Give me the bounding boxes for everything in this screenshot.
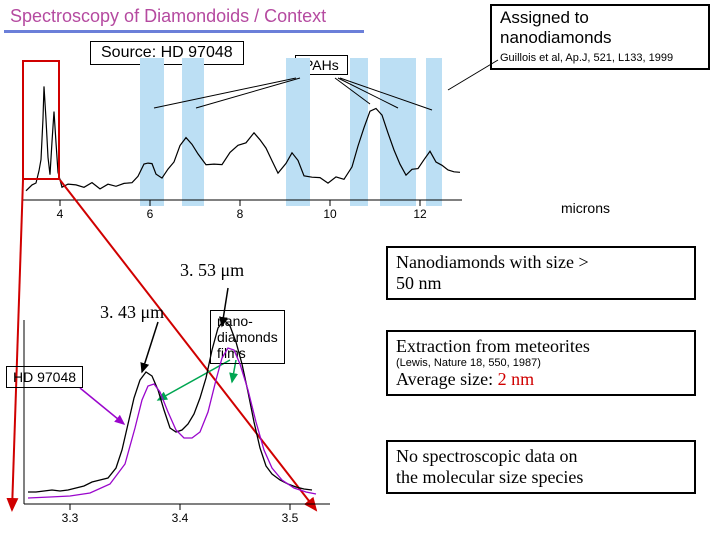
microns-label: microns [561, 200, 610, 216]
svg-text:8: 8 [237, 207, 244, 221]
callout-box [22, 60, 60, 180]
extraction-l2: Average size: 2 nm [396, 369, 686, 390]
assigned-box: Assigned to nanodiamonds Guillois et al,… [490, 4, 710, 70]
page-title: Spectroscopy of Diamondoids / Context [10, 6, 326, 27]
nodata-l2: the molecular size species [396, 467, 686, 488]
bottom-spectrum-chart: 3.3 3.4 3.5 [10, 320, 360, 530]
extraction-l2b: 2 nm [498, 369, 535, 389]
nodata-l1: No spectroscopic data on [396, 446, 686, 467]
nodata-box: No spectroscopic data on the molecular s… [386, 440, 696, 494]
microns-text: microns [561, 200, 610, 216]
svg-text:3.3: 3.3 [62, 511, 79, 525]
extraction-box: Extraction from meteorites (Lewis, Natur… [386, 330, 696, 396]
svg-text:6: 6 [147, 207, 154, 221]
svg-text:3.5: 3.5 [282, 511, 299, 525]
extraction-cite: (Lewis, Nature 18, 550, 1987) [396, 357, 686, 369]
peak-343-text: 3. 43 μm [100, 302, 164, 322]
svg-text:4: 4 [57, 207, 64, 221]
nanosize-l1: Nanodiamonds with size > [396, 252, 686, 273]
peak-353-label: 3. 53 μm [180, 260, 244, 281]
title-underline [4, 30, 364, 33]
extraction-l2a: Average size: [396, 369, 498, 389]
nanosize-box: Nanodiamonds with size > 50 nm [386, 246, 696, 300]
top-spectrum-svg: 4 6 8 10 12 [10, 48, 470, 224]
assigned-line2: nanodiamonds [500, 28, 700, 48]
extraction-l1: Extraction from meteorites [396, 336, 686, 357]
peak-353-text: 3. 53 μm [180, 260, 244, 280]
top-spectrum-chart: 4 6 8 10 12 [10, 48, 470, 224]
svg-text:12: 12 [413, 207, 427, 221]
bottom-spectrum-svg: 3.3 3.4 3.5 [10, 320, 360, 530]
svg-text:3.4: 3.4 [172, 511, 189, 525]
assigned-line1: Assigned to [500, 8, 700, 28]
svg-text:10: 10 [323, 207, 337, 221]
assigned-citation: Guillois et al, Ap.J, 521, L133, 1999 [500, 52, 700, 64]
nanosize-l2: 50 nm [396, 273, 686, 294]
title-text: Spectroscopy of Diamondoids / Context [10, 6, 326, 26]
